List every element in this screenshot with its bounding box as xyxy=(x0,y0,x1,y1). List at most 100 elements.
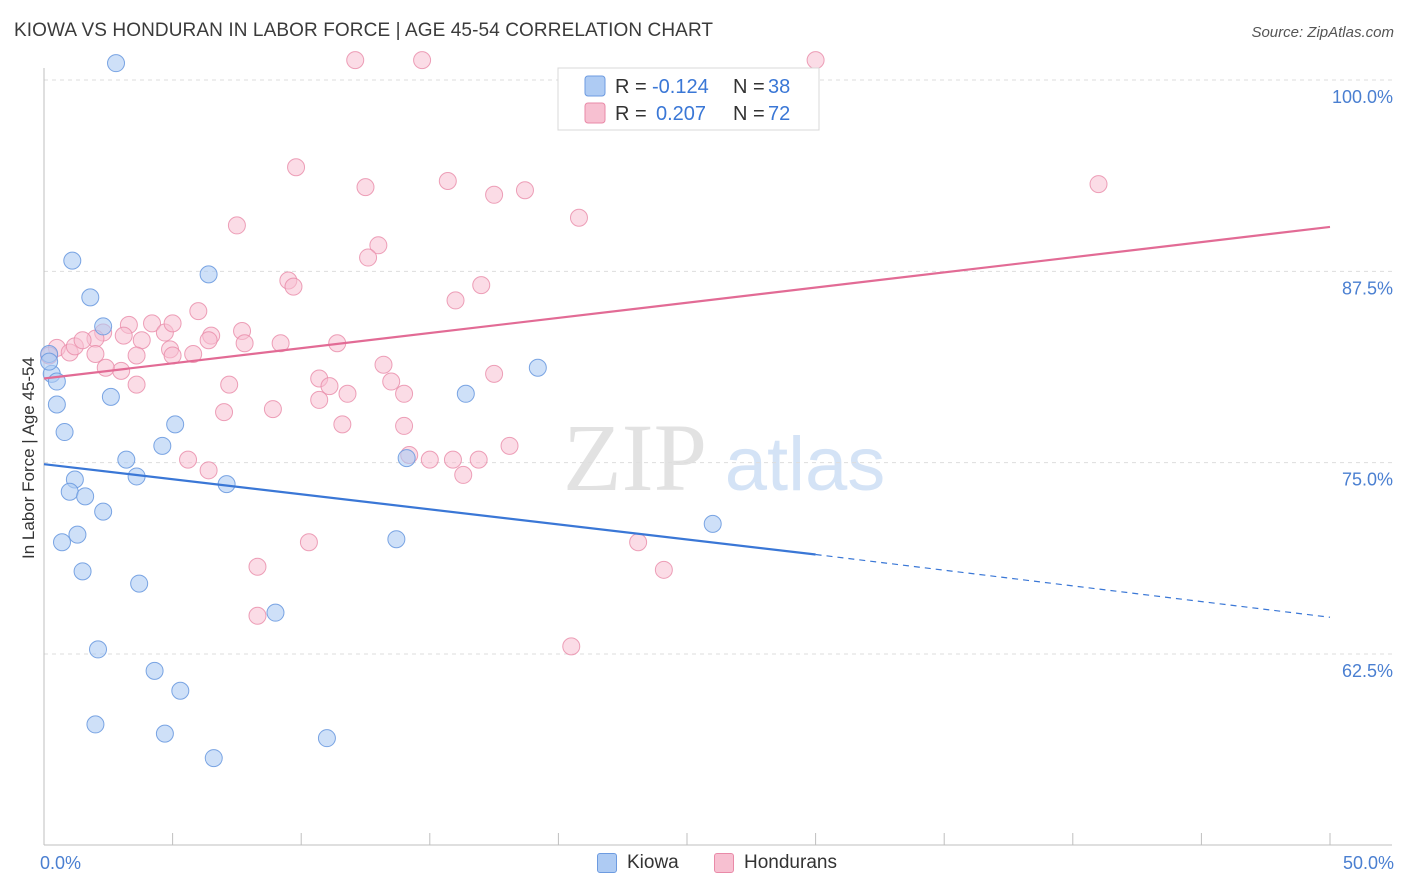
hondurans-point xyxy=(73,331,92,350)
legend-item-hondurans: Hondurans xyxy=(714,852,837,874)
hondurans-point xyxy=(96,358,115,377)
hondurans-point xyxy=(248,557,267,576)
hondurans-point xyxy=(143,314,162,333)
hondurans-point xyxy=(310,390,329,409)
legend-item-kiowa: Kiowa xyxy=(597,852,679,874)
hondurans-point xyxy=(395,384,414,403)
kiowa-point xyxy=(456,384,475,403)
legend-kiowa-n-value: 38 xyxy=(768,76,790,98)
hondurans-point xyxy=(395,416,414,435)
kiowa-point xyxy=(117,450,136,469)
y-axis-label: In Labor Force | Age 45-54 xyxy=(19,357,38,559)
hondurans-point xyxy=(515,181,534,200)
grid-lines xyxy=(44,79,1392,655)
hondurans-point xyxy=(132,331,151,350)
kiowa-point xyxy=(397,449,416,468)
legend-hond-swatch xyxy=(584,102,606,124)
legend-hond-n-label: N = xyxy=(733,103,765,125)
y-tick-label: 100.0% xyxy=(1332,87,1393,107)
kiowa-point xyxy=(73,562,92,581)
hondurans-point xyxy=(86,344,105,363)
hondurans-point xyxy=(472,276,491,295)
legend-hond-r-value: 0.207 xyxy=(656,103,706,125)
hondurans-point xyxy=(199,461,218,480)
kiowa-point xyxy=(68,525,87,544)
kiowa-point xyxy=(703,514,722,533)
kiowa-point xyxy=(53,533,72,552)
hondurans-point xyxy=(382,372,401,391)
kiowa-point xyxy=(266,603,285,622)
kiowa-point xyxy=(94,502,113,521)
hondurans-point xyxy=(163,314,182,333)
hondurans-point xyxy=(485,364,504,383)
legend-kiowa-r-label: R = xyxy=(615,76,647,98)
kiowa-point xyxy=(55,423,74,442)
hondurans-point xyxy=(127,375,146,394)
watermark-atlas: atlas xyxy=(725,422,886,507)
hondurans-point xyxy=(500,436,519,455)
source-label: Source: ZipAtlas.com xyxy=(1251,24,1394,41)
kiowa-point xyxy=(63,251,82,270)
trend-lines xyxy=(43,225,1331,618)
kiowa-trend-extension xyxy=(815,553,1331,618)
hondurans-point xyxy=(235,334,254,353)
hondurans-point xyxy=(215,403,234,422)
hondurans-point xyxy=(420,450,439,469)
hondurans-point xyxy=(629,533,648,552)
legend-kiowa-swatch xyxy=(584,75,606,97)
hondurans-point xyxy=(287,158,306,177)
kiowa-point xyxy=(387,530,406,549)
hondurans-trend-line xyxy=(43,225,1331,380)
hondurans-point xyxy=(114,326,133,345)
kiowa-point xyxy=(155,724,174,743)
hondurans-point xyxy=(184,344,203,363)
kiowa-point xyxy=(199,265,218,284)
hondurans-point xyxy=(806,51,825,70)
y-tick-labels: 62.5% 75.0% 87.5% 100.0% xyxy=(1332,87,1393,681)
hondurans-points xyxy=(40,51,1108,656)
watermark: ZIP atlas xyxy=(563,404,885,511)
hondurans-point xyxy=(248,606,267,625)
hondurans-point xyxy=(163,346,182,365)
kiowa-point xyxy=(166,415,185,434)
x-tick-label-max: 50.0% xyxy=(1343,853,1394,873)
correlation-legend: R = -0.124 N = 38 R = 0.207 N = 72 xyxy=(557,67,820,131)
hondurans-point xyxy=(338,384,357,403)
hondurans-point xyxy=(263,400,282,419)
hondurans-point xyxy=(199,331,218,350)
hondurans-point xyxy=(284,277,303,296)
hondurans-point xyxy=(413,51,432,70)
kiowa-point xyxy=(60,482,79,501)
kiowa-point xyxy=(89,640,108,659)
x-tick-marks xyxy=(43,833,1331,845)
legend-kiowa-n-label: N = xyxy=(733,76,765,98)
hondurans-point xyxy=(320,377,339,396)
kiowa-point xyxy=(76,487,95,506)
hondurans-legend-label: Hondurans xyxy=(744,852,837,873)
kiowa-point xyxy=(171,681,190,700)
hondurans-point xyxy=(454,465,473,484)
kiowa-swatch xyxy=(597,853,617,873)
hondurans-point xyxy=(485,185,504,204)
hondurans-point xyxy=(1089,175,1108,194)
x-tick-label-min: 0.0% xyxy=(40,853,81,873)
legend-hond-n-value: 72 xyxy=(768,103,790,125)
y-tick-label: 62.5% xyxy=(1342,661,1393,681)
chart-title: KIOWA VS HONDURAN IN LABOR FORCE | AGE 4… xyxy=(14,20,714,41)
hondurans-point xyxy=(333,415,352,434)
hondurans-point xyxy=(359,248,378,267)
legend-kiowa-r-value: -0.124 xyxy=(652,76,709,98)
y-tick-label: 87.5% xyxy=(1342,278,1393,298)
kiowa-points xyxy=(40,54,722,768)
hondurans-point xyxy=(271,334,290,353)
series-legend: Kiowa Hondurans xyxy=(0,852,1406,878)
kiowa-point xyxy=(101,387,120,406)
hondurans-point xyxy=(374,355,393,374)
kiowa-point xyxy=(47,395,66,414)
kiowa-point xyxy=(317,729,336,748)
hondurans-point xyxy=(299,533,318,552)
hondurans-point xyxy=(346,51,365,70)
hondurans-point xyxy=(127,346,146,365)
watermark-zip: ZIP xyxy=(563,404,707,511)
